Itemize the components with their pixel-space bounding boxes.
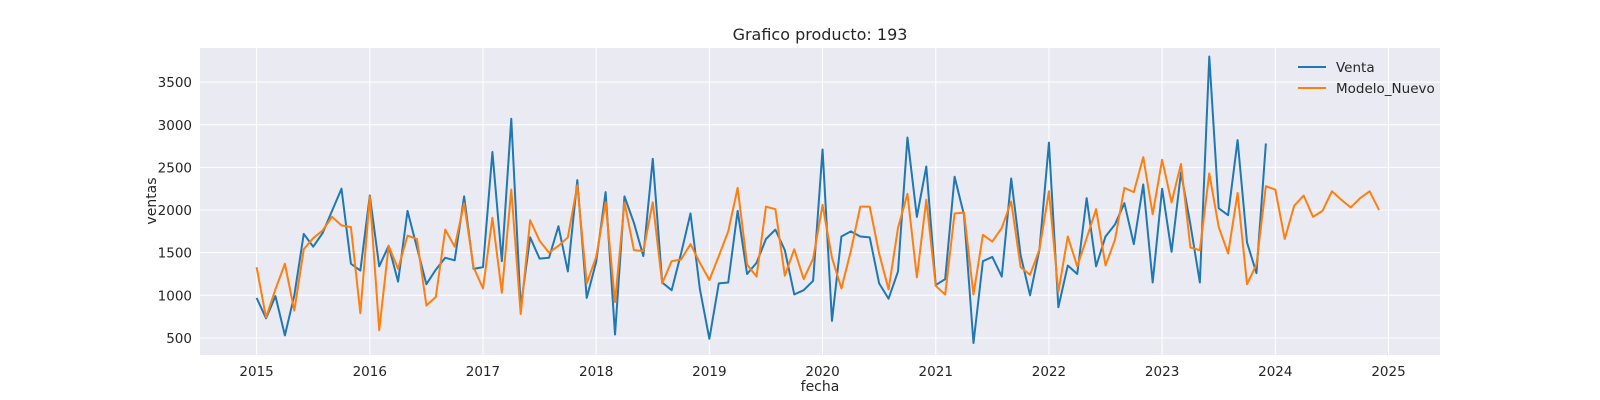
plot-background [200, 48, 1440, 355]
series-line-modelo-nuevo [255, 156, 1380, 332]
legend-label: Venta [1336, 60, 1375, 76]
x-tick-label: 2017 [466, 364, 500, 380]
series-line-venta [255, 55, 1267, 345]
y-tick-label: 500 [166, 331, 192, 347]
x-tick-label: 2022 [1032, 364, 1066, 380]
y-tick-label: 1000 [158, 288, 192, 304]
y-tick-label: 2500 [158, 160, 192, 176]
x-tick-label: 2019 [692, 364, 726, 380]
x-tick-label: 2015 [239, 364, 273, 380]
legend: Venta Modelo_Nuevo [1298, 60, 1435, 97]
y-tick-label: 3000 [158, 118, 192, 134]
x-tick-label: 2018 [579, 364, 613, 380]
x-tick-label: 2016 [353, 364, 387, 380]
chart-title: Grafico producto: 193 [733, 25, 908, 44]
x-tick-label: 2024 [1258, 364, 1292, 380]
y-axis-label: ventas [144, 177, 160, 224]
x-tick-label: 2020 [805, 364, 839, 380]
y-tick-label: 1500 [158, 246, 192, 262]
x-tick-label: 2025 [1371, 364, 1405, 380]
x-tick-label: 2021 [919, 364, 953, 380]
x-tick-label: 2023 [1145, 364, 1179, 380]
legend-label: Modelo_Nuevo [1336, 81, 1435, 97]
y-tick-label: 3500 [158, 75, 192, 91]
x-axis-label: fecha [801, 379, 840, 395]
y-tick-label: 2000 [158, 203, 192, 219]
